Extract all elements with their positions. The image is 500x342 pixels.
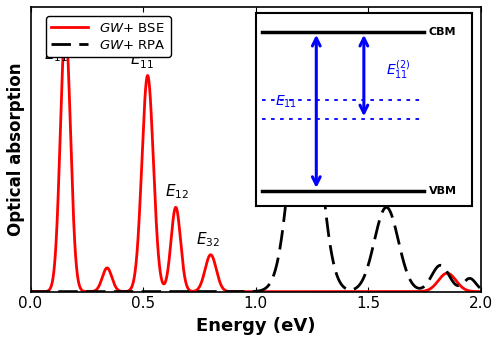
- $\mathit{GW}$+ RPA: [220, 290, 226, 294]
- $\mathit{GW}$+ BSE: [300, 290, 306, 294]
- $\mathit{GW}$+ RPA: [302, 39, 308, 43]
- Text: $E_{32}$: $E_{32}$: [196, 230, 220, 249]
- $\mathit{GW}$+ BSE: [421, 289, 427, 293]
- Text: $E_{11}$: $E_{11}$: [44, 46, 68, 64]
- $\mathit{GW}$+ BSE: [220, 286, 226, 290]
- $\mathit{GW}$+ RPA: [106, 290, 112, 294]
- $\mathit{GW}$+ RPA: [79, 290, 85, 294]
- Text: $E_{11}^{(2)}$: $E_{11}^{(2)}$: [130, 47, 156, 71]
- $\mathit{GW}$+ BSE: [106, 267, 112, 272]
- $\mathit{GW}$+ RPA: [200, 290, 206, 294]
- Legend: $\mathit{GW}$+ BSE, $\mathit{GW}$+ RPA: $\mathit{GW}$+ BSE, $\mathit{GW}$+ RPA: [46, 16, 171, 57]
- $\mathit{GW}$+ RPA: [478, 287, 484, 291]
- $\mathit{GW}$+ RPA: [421, 285, 427, 289]
- $\mathit{GW}$+ BSE: [62, 26, 68, 30]
- $\mathit{GW}$+ BSE: [28, 290, 34, 294]
- $\mathit{GW}$+ BSE: [478, 290, 484, 294]
- Y-axis label: Optical absorption: Optical absorption: [7, 63, 25, 236]
- Line: $\mathit{GW}$+ BSE: $\mathit{GW}$+ BSE: [30, 28, 481, 292]
- $\mathit{GW}$+ BSE: [79, 288, 85, 292]
- X-axis label: Energy (eV): Energy (eV): [196, 317, 316, 335]
- $\mathit{GW}$+ BSE: [470, 289, 476, 293]
- $\mathit{GW}$+ RPA: [28, 290, 34, 294]
- $\mathit{GW}$+ BSE: [200, 274, 206, 278]
- Line: $\mathit{GW}$+ RPA: $\mathit{GW}$+ RPA: [30, 41, 481, 292]
- $\mathit{GW}$+ RPA: [470, 277, 476, 281]
- Text: $E_{12}$: $E_{12}$: [164, 183, 188, 201]
